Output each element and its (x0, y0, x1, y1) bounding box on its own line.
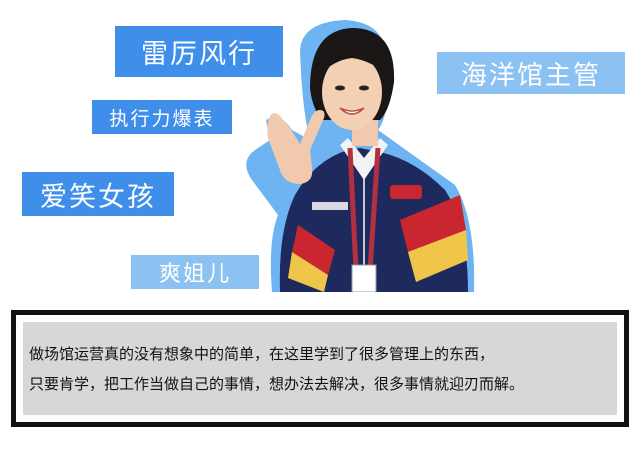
left-eye (335, 85, 345, 91)
tag-haiyangguan-zhuguan: 海洋馆主管 (437, 52, 625, 94)
chest-logo (390, 185, 422, 199)
face (322, 54, 382, 130)
tag-shuang-jieer: 爽姐儿 (131, 255, 259, 289)
badge-card (351, 264, 377, 292)
tag-leili-fengxing: 雷厉风行 (115, 26, 283, 77)
chest-label (312, 202, 348, 210)
quote-box: 做场馆运营真的没有想象中的简单，在这里学到了很多管理上的东西， 只要肯学，把工作… (11, 310, 629, 427)
quote-line-2: 只要肯学，把工作当做自己的事情，想办法去解决，很多事情就迎刃而解。 (29, 374, 525, 393)
jacket-stripe-red (400, 195, 466, 260)
jacket-stripe-red-2 (292, 225, 335, 275)
smile (339, 107, 365, 115)
tag-zhixingli-baobiao: 执行力爆表 (92, 100, 232, 134)
portrait-photo (246, 20, 475, 292)
tag-aixiao-nvhai: 爱笑女孩 (22, 172, 174, 216)
jacket-stripe-yellow (408, 230, 468, 282)
lanyard (347, 147, 381, 271)
quote-line-1: 做场馆运营真的没有想象中的简单，在这里学到了很多管理上的东西， (29, 344, 495, 363)
v-sign-hand (267, 110, 325, 184)
quote-content: 做场馆运营真的没有想象中的简单，在这里学到了很多管理上的东西， 只要肯学，把工作… (23, 322, 617, 415)
jacket-stripe-yellow-2 (288, 252, 328, 292)
right-eye (359, 85, 369, 91)
hair-bangs (320, 44, 384, 75)
